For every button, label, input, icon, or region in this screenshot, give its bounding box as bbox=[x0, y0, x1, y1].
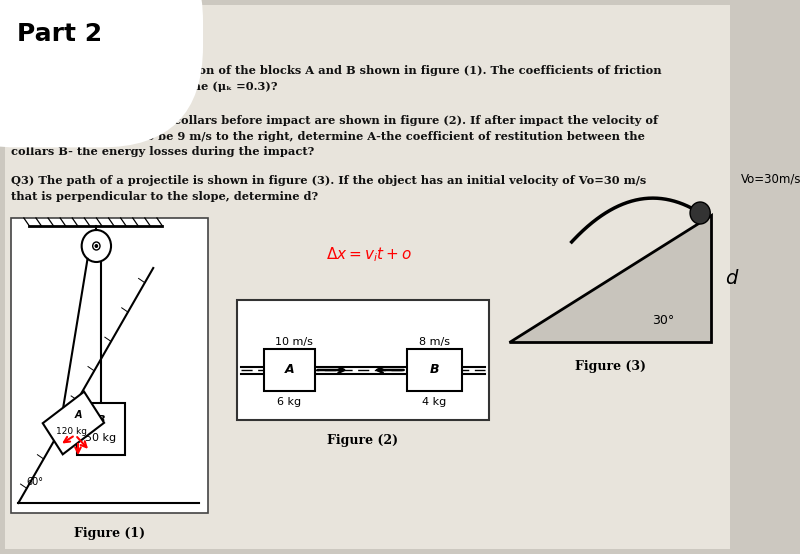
Text: 8 m/s: 8 m/s bbox=[418, 337, 450, 347]
FancyBboxPatch shape bbox=[11, 218, 208, 513]
Text: Figure (1): Figure (1) bbox=[74, 527, 146, 540]
Text: Vo=30m/s: Vo=30m/s bbox=[741, 172, 800, 186]
Text: Q2) The velocities of two collars before impact are shown in figure (2). If afte: Q2) The velocities of two collars before… bbox=[11, 115, 658, 157]
Text: 4 kg: 4 kg bbox=[422, 397, 446, 407]
Text: $\Delta x = v_i t + o$: $\Delta x = v_i t + o$ bbox=[326, 245, 412, 264]
Text: A: A bbox=[285, 363, 294, 376]
Text: Figure (3): Figure (3) bbox=[574, 360, 646, 373]
FancyBboxPatch shape bbox=[237, 300, 489, 420]
Text: d: d bbox=[725, 269, 738, 288]
Text: 50 kg: 50 kg bbox=[85, 433, 116, 443]
Text: B: B bbox=[430, 363, 438, 376]
Text: Figure (2): Figure (2) bbox=[327, 434, 398, 447]
Text: Q3) The path of a projectile is shown in figure (3). If the object has an initia: Q3) The path of a projectile is shown in… bbox=[11, 175, 646, 202]
Polygon shape bbox=[510, 215, 711, 342]
Text: 30°: 30° bbox=[652, 314, 674, 327]
FancyBboxPatch shape bbox=[264, 349, 314, 391]
Circle shape bbox=[94, 244, 98, 248]
Text: 6 kg: 6 kg bbox=[278, 397, 302, 407]
Text: 10 m/s: 10 m/s bbox=[275, 337, 313, 347]
Text: 120 kg: 120 kg bbox=[56, 427, 87, 435]
Text: A: A bbox=[74, 410, 82, 420]
Polygon shape bbox=[42, 392, 104, 454]
FancyBboxPatch shape bbox=[5, 5, 730, 549]
Circle shape bbox=[690, 202, 710, 224]
Text: Q1) Determine the acceleration of the blocks A and B shown in figure (1). The co: Q1) Determine the acceleration of the bl… bbox=[11, 65, 662, 91]
FancyBboxPatch shape bbox=[406, 349, 462, 391]
FancyBboxPatch shape bbox=[77, 403, 125, 455]
Text: Part 2: Part 2 bbox=[17, 22, 102, 46]
Text: 60°: 60° bbox=[26, 477, 43, 487]
Text: B: B bbox=[97, 415, 105, 425]
